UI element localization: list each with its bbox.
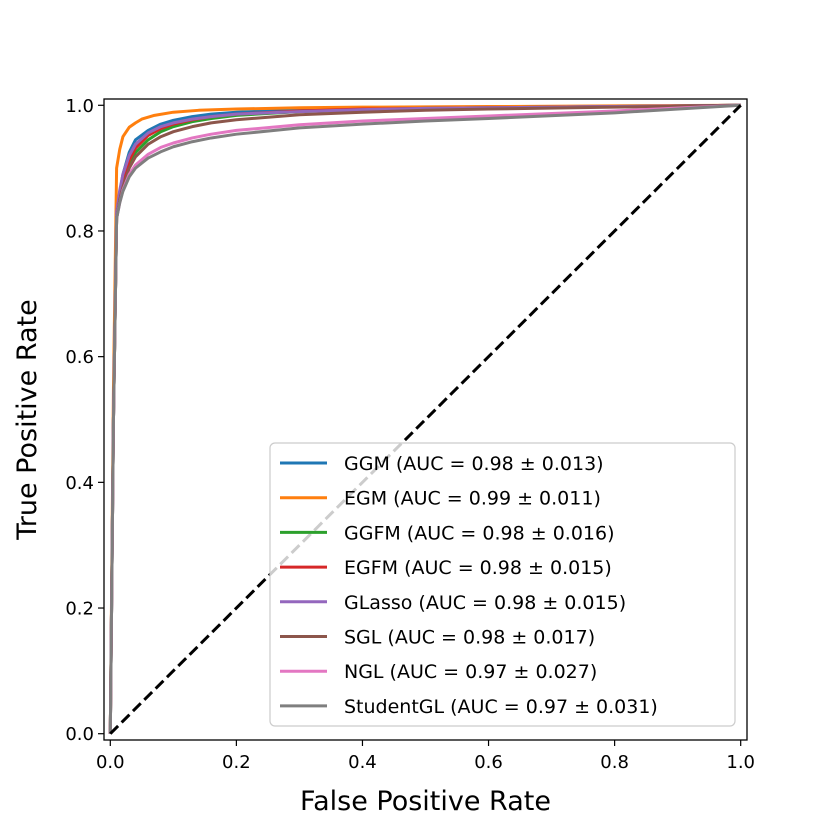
reference-diagonal-line (109, 104, 742, 735)
legend-label-3: EGFM (AUC = 0.98 ± 0.015) (344, 557, 612, 579)
x-tick-label: 0.0 (96, 752, 125, 773)
x-tick-label: 0.2 (222, 752, 251, 773)
legend-frame (269, 442, 736, 727)
plot-frame (103, 98, 748, 741)
legend-label-6: NGL (AUC = 0.97 ± 0.027) (344, 661, 597, 683)
legend-label-4: GLasso (AUC = 0.98 ± 0.015) (344, 592, 626, 614)
y-tick-label: 0.8 (65, 221, 94, 242)
series-layer (108, 103, 742, 735)
x-tick-label: 0.8 (600, 752, 629, 773)
series-line-1 (108, 103, 741, 734)
y-tick-label: 0.2 (65, 599, 94, 620)
legend-label-5: SGL (AUC = 0.98 ± 0.017) (344, 627, 595, 649)
plot-area (103, 98, 748, 741)
y-tick-label: 0.0 (65, 724, 94, 745)
y-axis-label: True Positive Rate (12, 299, 43, 541)
ticks-layer: 0.0 0.2 0.4 0.6 0.8 1.0 0.0 0.2 0.4 0.6 0.8 1.0 (65, 96, 755, 773)
x-axis-label: False Positive Rate (300, 786, 551, 817)
x-tick-label: 0.6 (474, 752, 503, 773)
series-line-4 (108, 103, 741, 734)
y-tick-label: 0.4 (65, 473, 94, 494)
y-tick-label: 0.6 (65, 347, 94, 368)
y-tick-label: 1.0 (65, 96, 94, 117)
legend-label-1: EGM (AUC = 0.99 ± 0.011) (344, 488, 601, 510)
series-line-7 (108, 103, 741, 734)
legend-label-2: GGFM (AUC = 0.98 ± 0.016) (344, 522, 615, 544)
legend-label-0: GGM (AUC = 0.98 ± 0.013) (344, 453, 604, 475)
legend: GGM (AUC = 0.98 ± 0.013) EGM (AUC = 0.99 … (269, 442, 736, 727)
legend-items: GGM (AUC = 0.98 ± 0.013) EGM (AUC = 0.99 … (280, 453, 658, 718)
legend-label-7: StudentGL (AUC = 0.97 ± 0.031) (344, 696, 658, 718)
x-tick-label: 1.0 (726, 752, 755, 773)
x-tick-label: 0.4 (348, 752, 377, 773)
